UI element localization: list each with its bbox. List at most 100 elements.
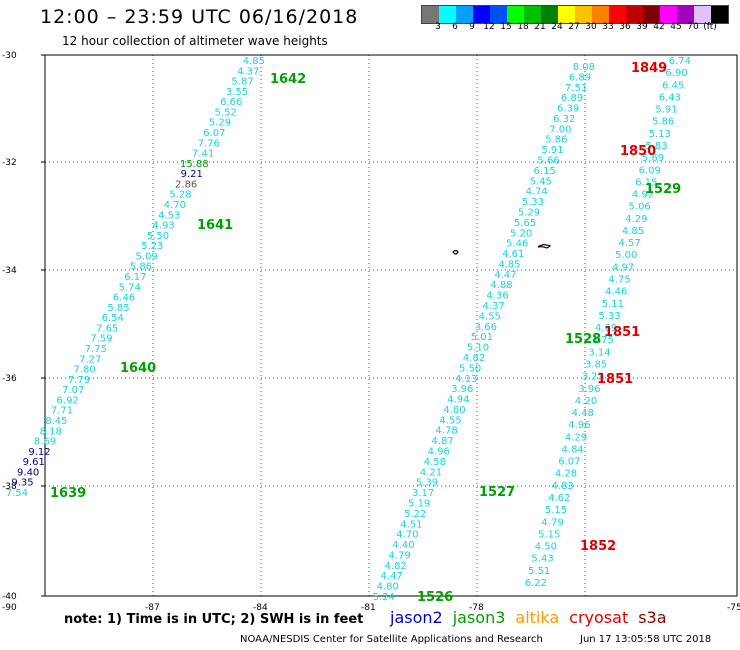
wave-height-value: 6.22 [525, 578, 547, 589]
wave-height-value: 4.29 [565, 432, 587, 443]
wave-height-value: 4.88 [490, 280, 512, 291]
color-swatch [422, 6, 439, 23]
generated-timestamp: Jun 17 13:05:58 UTC 2018 [580, 634, 712, 645]
wave-height-value: 5.50 [459, 363, 481, 374]
lon-tick-label: -87 [145, 603, 160, 613]
lat-tick-label: -38 [2, 482, 17, 492]
color-scale-bar [421, 5, 729, 24]
wave-height-value: 4.70 [164, 200, 186, 211]
wave-height-value: 3.17 [412, 488, 434, 499]
wave-height-value: 5.83 [645, 141, 667, 152]
color-scale-label: 21 [534, 22, 546, 32]
wave-height-value: 4.50 [535, 542, 557, 553]
color-swatch [456, 6, 473, 23]
wave-height-value: 5.20 [510, 228, 532, 239]
pass-time-label: 1526 [417, 590, 453, 605]
wave-height-value: 6.66 [220, 97, 242, 108]
pass-time-label: 1639 [50, 486, 86, 501]
wave-height-value: 4.55 [479, 311, 501, 322]
wave-height-value: 4.80 [377, 582, 399, 593]
lat-tick-label: -40 [2, 592, 17, 602]
wave-height-value: 5.50 [147, 231, 169, 242]
wave-height-value: 5.51 [528, 566, 550, 577]
wave-height-value: 5.09 [136, 251, 158, 262]
wave-height-value: 4.55 [439, 415, 461, 426]
color-swatch [626, 6, 643, 23]
wave-height-value: 4.53 [158, 210, 180, 221]
wave-height-value: 4.85 [622, 226, 644, 237]
pass-time-label: 1851 [597, 372, 633, 387]
wave-height-value: 7.41 [192, 149, 214, 160]
wave-height-value: 7.76 [198, 138, 220, 149]
wave-height-value: 4.48 [572, 408, 594, 419]
color-swatch [473, 6, 490, 23]
wave-height-value: 4.82 [463, 353, 485, 364]
wave-height-value: 4.28 [555, 469, 577, 480]
wave-height-value: 4.82 [385, 561, 407, 572]
color-swatch [592, 6, 609, 23]
wave-height-value: 5.00 [615, 250, 637, 261]
pass-time-label: 1642 [270, 72, 306, 87]
color-scale-label: 70 [687, 22, 699, 32]
color-scale-label: 27 [568, 22, 580, 32]
wave-height-value: 9.21 [181, 169, 203, 180]
lat-tick-label: -30 [2, 51, 17, 61]
credit-line: NOAA/NESDIS Center for Satellite Applica… [240, 634, 543, 645]
color-swatch [643, 6, 660, 23]
wave-height-value: 7.75 [85, 344, 107, 355]
wave-height-value: 6.89 [569, 72, 591, 83]
wave-height-value: 7.27 [79, 354, 101, 365]
color-scale-label: 33 [602, 22, 614, 32]
lon-tick-label: -84 [253, 603, 268, 613]
color-scale-labels: 3 6 9 12 15 18 21 24 27 30 33 36 39 42 45 70 (ft) [421, 22, 731, 34]
pass-time-label: 1528 [565, 332, 601, 347]
wave-height-value: 4.46 [605, 287, 627, 298]
wave-height-value: 3.96 [578, 384, 600, 395]
color-swatch [490, 6, 507, 23]
color-swatch [439, 6, 456, 23]
satellite-legend: jason2 jason3 altika cryosat s3a [390, 608, 677, 627]
wave-height-value: 7.00 [549, 124, 571, 135]
wave-height-value: 4.83 [552, 481, 574, 492]
wave-height-value: 4.57 [619, 238, 641, 249]
wave-height-value: 15.88 [180, 159, 209, 170]
wave-height-value: 5.06 [629, 202, 651, 213]
wave-height-value: 5.69 [642, 153, 664, 164]
page-subtitle: 12 hour collection of altimeter wave hei… [62, 34, 328, 48]
coastline [452, 244, 552, 255]
wave-height-value: 8.69 [34, 437, 56, 448]
color-scale-label: 39 [636, 22, 648, 32]
color-scale-label: 12 [483, 22, 495, 32]
wave-height-value: 5.29 [209, 118, 231, 129]
wave-height-value: 7.59 [90, 334, 112, 345]
wave-height-value: 5.91 [655, 105, 677, 116]
lat-tick-label: -34 [2, 266, 17, 276]
wave-height-value: 6.54 [102, 313, 124, 324]
wave-height-value: 4.74 [526, 187, 548, 198]
color-scale-label: (ft) [703, 22, 717, 32]
wave-height-value: 8.18 [40, 426, 62, 437]
pass-time-label: 1527 [479, 485, 515, 500]
legend-item-s3a: s3a [638, 608, 667, 627]
wave-height-value: 5.65 [514, 218, 536, 229]
wave-height-value: 6.92 [57, 395, 79, 406]
color-swatch [609, 6, 626, 23]
lat-tick-label: -36 [2, 374, 17, 384]
color-scale-label: 9 [469, 22, 475, 32]
wave-height-value: 5.15 [538, 529, 560, 540]
wave-height-value: 9.40 [17, 467, 39, 478]
wave-height-value: 5.15 [545, 505, 567, 516]
wave-height-value: 4.58 [424, 457, 446, 468]
wave-height-value: 5.22 [404, 509, 426, 520]
pass-time-label: 1851 [604, 325, 640, 340]
wave-height-value: 9.12 [28, 447, 50, 458]
wave-height-value: 4.75 [608, 275, 630, 286]
wave-height-value: 5.86 [652, 117, 674, 128]
wave-height-value: 4.40 [392, 540, 414, 551]
wave-height-value: 4.29 [625, 214, 647, 225]
wave-height-value: 4.96 [428, 447, 450, 458]
wave-height-value: 6.09 [639, 165, 661, 176]
wave-height-value: 4.37 [237, 66, 259, 77]
legend-item-cryosat: cryosat [569, 608, 629, 627]
